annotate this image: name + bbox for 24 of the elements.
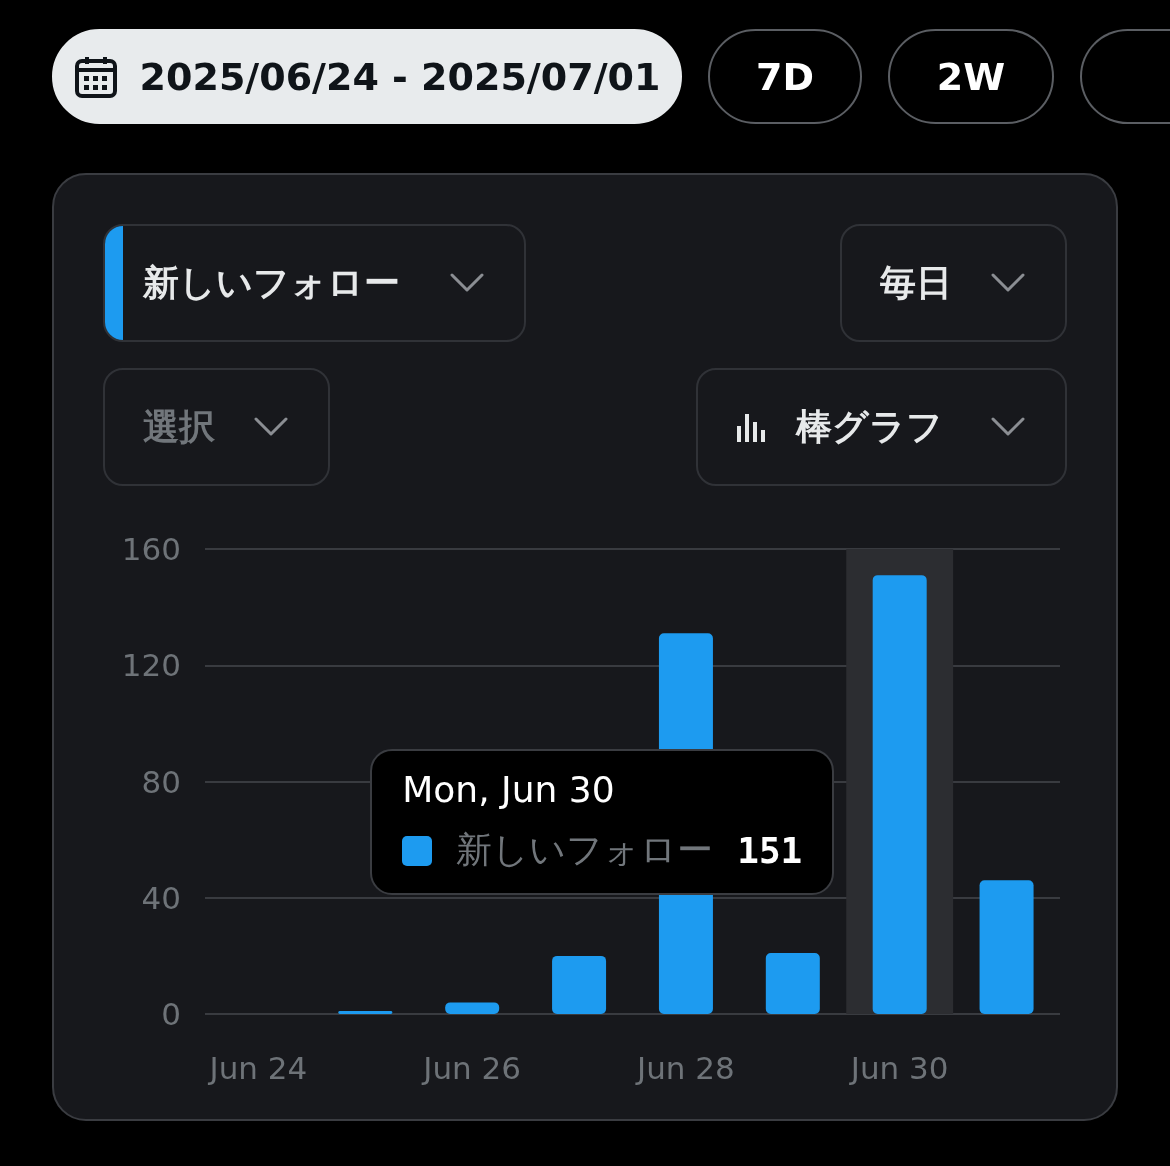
text: 7D [756, 54, 814, 99]
bar [765, 952, 820, 1014]
text: 毎日 [880, 260, 952, 305]
bar [338, 1011, 393, 1014]
legend-label: 新しいフォロー [456, 828, 714, 872]
bar [979, 880, 1034, 1014]
text: 棒グラフ [796, 404, 943, 449]
text: 新しいフォロー [143, 261, 400, 303]
annotation: Mon, Jun 30 [402, 769, 616, 810]
bar [445, 1002, 500, 1014]
text: 選択 [143, 404, 215, 449]
y-tick-label: 120 [121, 647, 181, 684]
y-tick-label: 80 [141, 763, 181, 800]
y-tick-label: 40 [141, 879, 181, 916]
text: 2025/06/24 - 2025/07/01 [139, 54, 661, 99]
text: 2W [936, 54, 1006, 99]
x-tick-label: Jun 26 [421, 1049, 522, 1086]
x-tick-label: Jun 28 [635, 1049, 735, 1086]
x-tick-label: Jun 24 [207, 1049, 308, 1086]
annotation: 151 [737, 830, 803, 871]
bar [552, 955, 607, 1014]
y-tick-label: 160 [121, 531, 181, 567]
x-tick-label: Jun 30 [848, 1049, 949, 1086]
y-tick-label: 0 [161, 996, 181, 1032]
